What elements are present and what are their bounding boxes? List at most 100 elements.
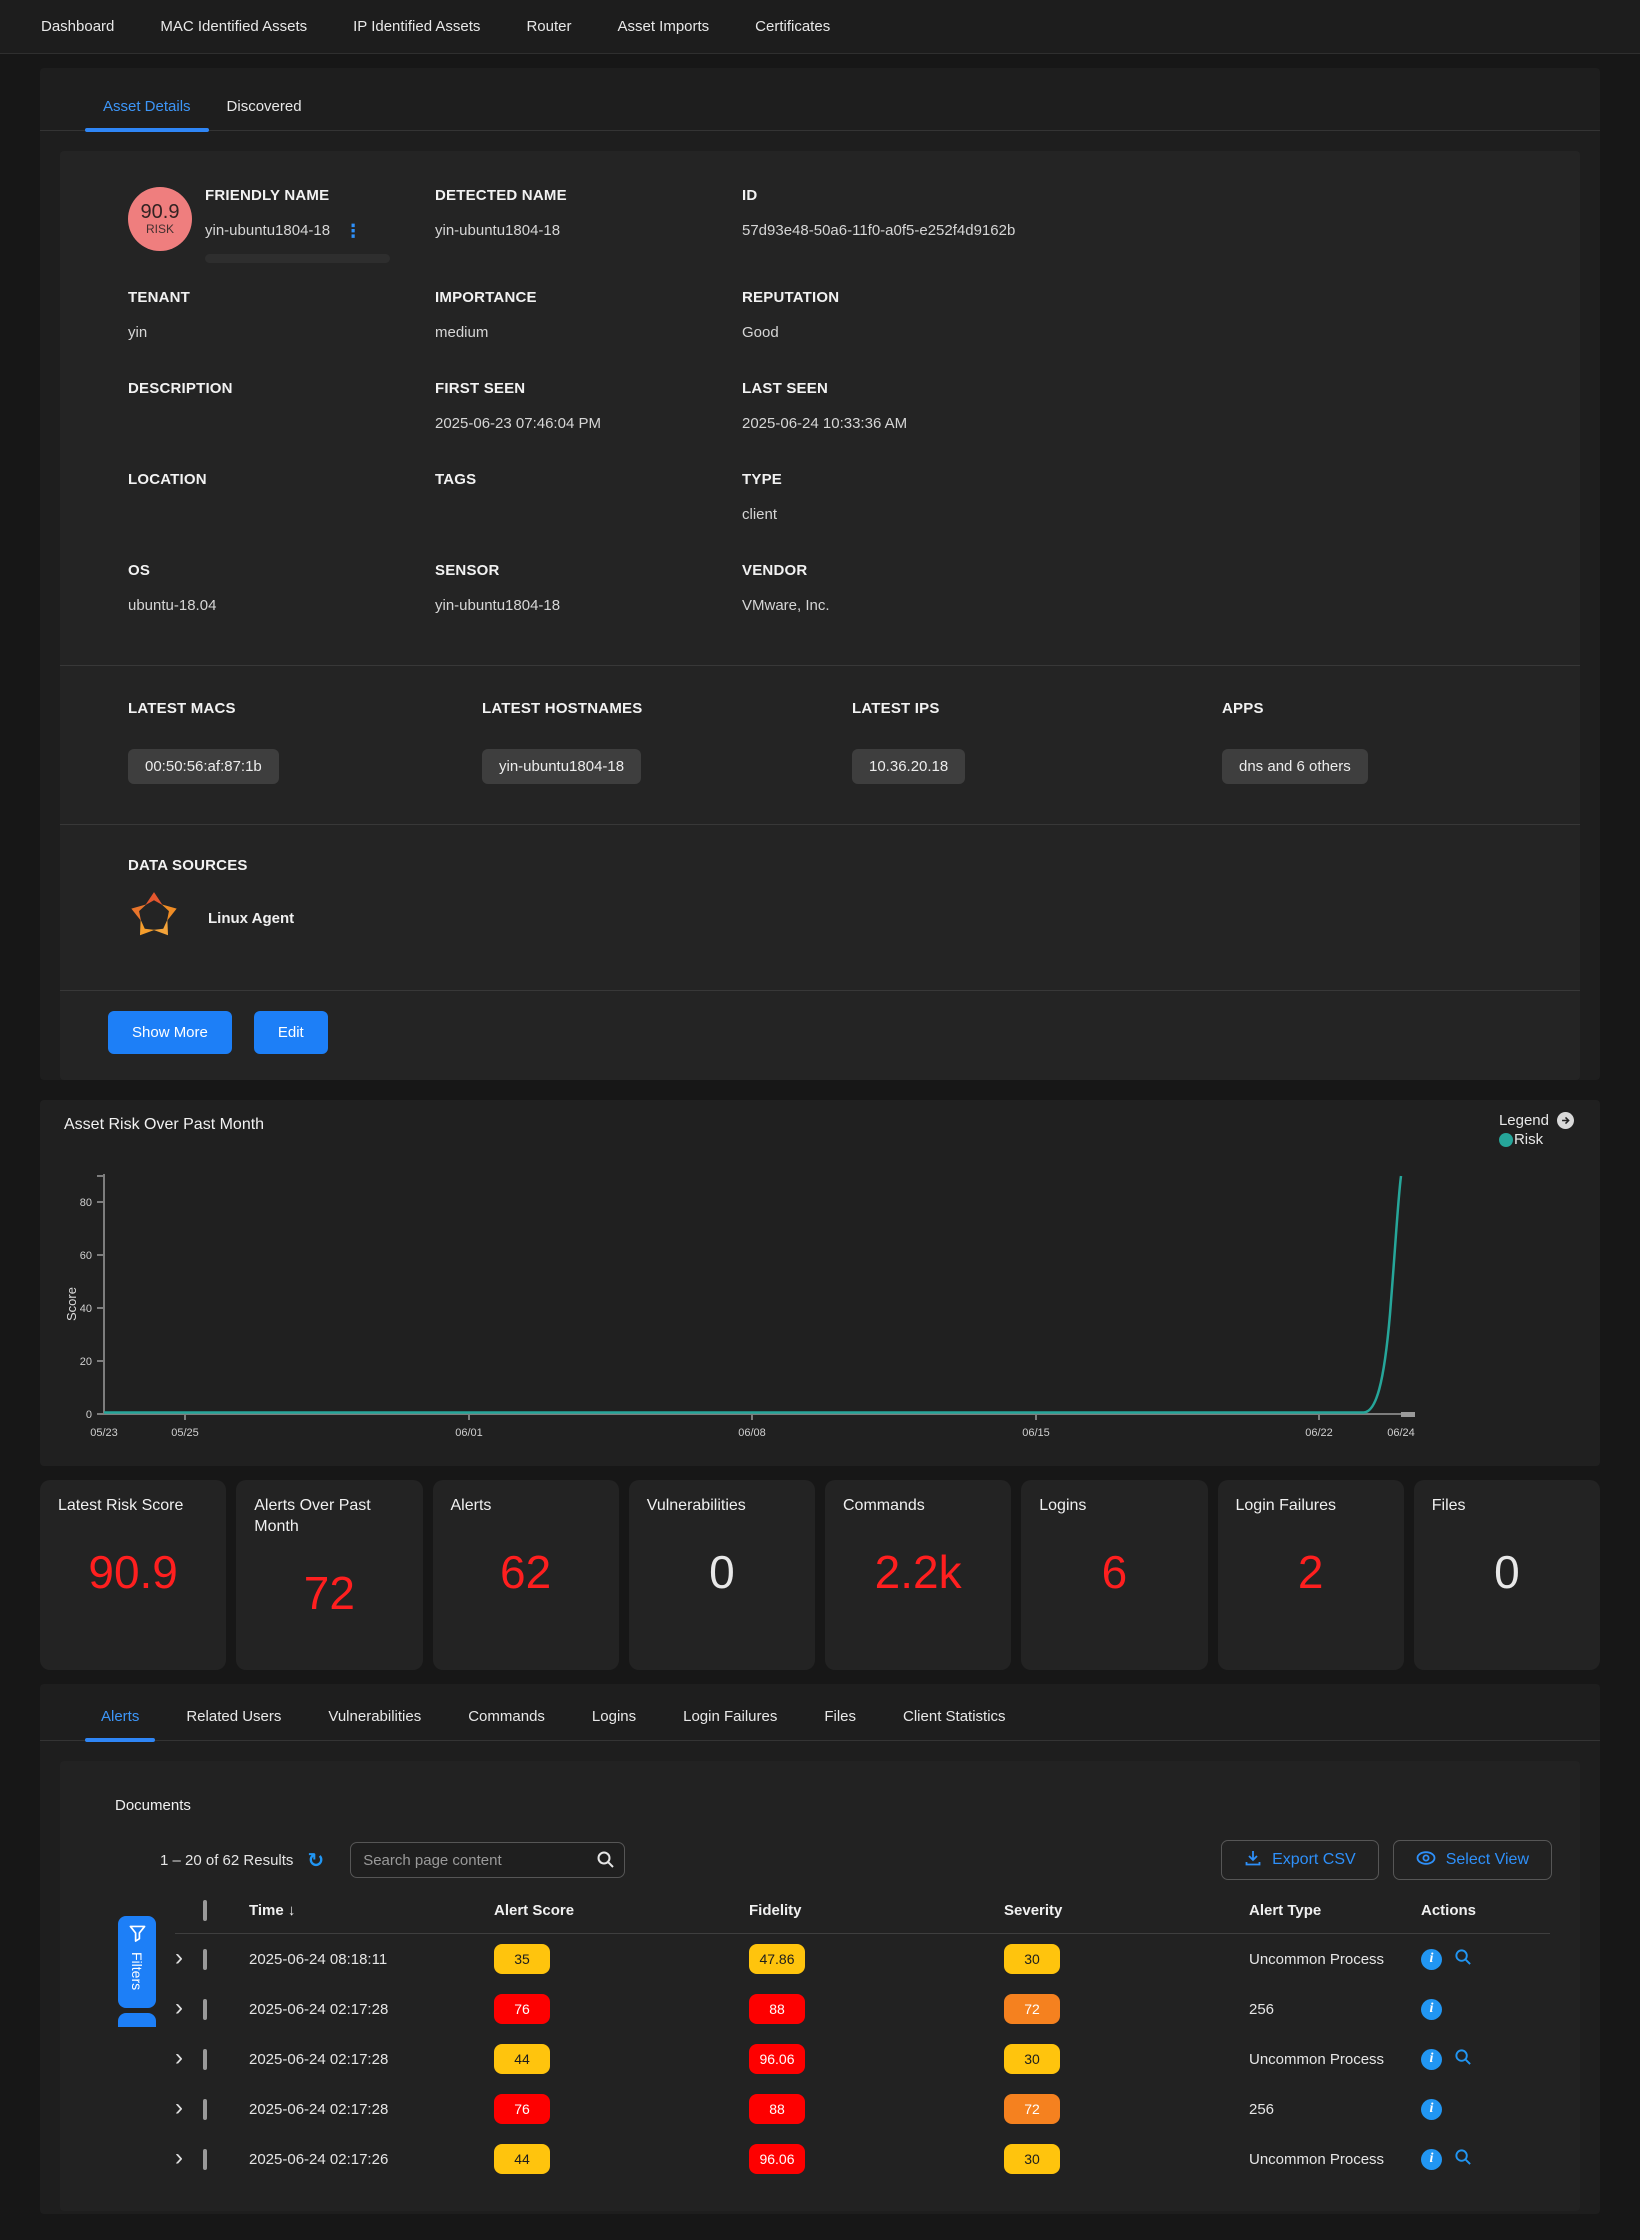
refresh-icon[interactable]: ↻ [307, 1849, 325, 1872]
kebab-menu-icon[interactable]: ⋮ [344, 221, 363, 241]
collapsed-rail-button[interactable] [118, 2013, 156, 2027]
tab-alerts[interactable]: Alerts [85, 1708, 156, 1742]
svg-text:06/22: 06/22 [1305, 1427, 1333, 1439]
documents-card: Documents 1 – 20 of 62 Results ↻ Export … [60, 1761, 1580, 2211]
edit-button[interactable]: Edit [253, 1011, 328, 1054]
col-alert-type[interactable]: Alert Type [1249, 1902, 1322, 1919]
nav-asset-imports[interactable]: Asset Imports [617, 18, 710, 35]
expand-row-icon[interactable]: › [175, 1944, 183, 1971]
alert-score-badge: 76 [494, 1994, 550, 2024]
col-actions: Actions [1421, 1902, 1477, 1919]
svg-text:20: 20 [80, 1356, 92, 1368]
tab-discovered[interactable]: Discovered [226, 98, 302, 115]
filters-button[interactable]: Filters [118, 1916, 156, 2008]
info-icon[interactable]: i [1421, 2048, 1442, 2070]
severity-badge: 72 [1004, 1994, 1060, 2024]
os-label: OS [128, 562, 151, 579]
tab-client-statistics[interactable]: Client Statistics [903, 1708, 1006, 1725]
nav-ip-identified-assets[interactable]: IP Identified Assets [353, 18, 481, 35]
tags-label: TAGS [435, 471, 477, 488]
legend-risk-item[interactable]: Risk [1498, 1131, 1574, 1148]
legend-collapse-icon[interactable] [1557, 1112, 1574, 1129]
fidelity-badge: 96.06 [749, 2144, 805, 2174]
table-row: › 2025-06-24 02:17:28 76 88 72 256 i [175, 1984, 1550, 2034]
apps-chip[interactable]: dns and 6 others [1222, 749, 1368, 784]
sensor-value: yin-ubuntu1804-18 [435, 597, 561, 614]
col-severity[interactable]: Severity [1004, 1902, 1063, 1919]
nav-certificates[interactable]: Certificates [755, 18, 831, 35]
expand-row-icon[interactable]: › [175, 2094, 183, 2121]
friendly-name-label: FRIENDLY NAME [205, 187, 330, 204]
col-fidelity[interactable]: Fidelity [749, 1902, 802, 1919]
expand-row-icon[interactable]: › [175, 2044, 183, 2071]
fidelity-badge: 96.06 [749, 2044, 805, 2074]
risk-label: RISK [145, 222, 174, 236]
severity-badge: 30 [1004, 1944, 1060, 1974]
svg-text:Score: Score [64, 1287, 79, 1321]
alert-score-badge: 35 [494, 1944, 550, 1974]
info-icon[interactable]: i [1421, 1948, 1442, 1970]
expand-row-icon[interactable]: › [175, 2144, 183, 2171]
tab-login-failures[interactable]: Login Failures [683, 1708, 778, 1725]
info-icon[interactable]: i [1421, 2098, 1442, 2120]
search-action-icon[interactable] [1454, 2148, 1472, 2170]
row-checkbox[interactable] [203, 1948, 207, 1970]
risk-series-dot [1498, 1132, 1513, 1147]
tab-asset-details[interactable]: Asset Details [85, 98, 209, 132]
show-more-button[interactable]: Show More [108, 1011, 232, 1054]
id-value: 57d93e48-50a6-11f0-a0f5-e252f4d9162b [742, 222, 1016, 239]
select-all-checkbox[interactable] [203, 1900, 207, 1921]
stat-alerts: Alerts 62 [432, 1480, 619, 1670]
tab-logins[interactable]: Logins [591, 1708, 637, 1725]
friendly-name-value: yin-ubuntu1804-18 [205, 222, 331, 239]
os-value: ubuntu-18.04 [128, 597, 217, 614]
fidelity-badge: 88 [749, 1994, 805, 2024]
nav-mac-identified-assets[interactable]: MAC Identified Assets [160, 18, 308, 35]
tenant-value: yin [128, 324, 148, 341]
tab-vulnerabilities[interactable]: Vulnerabilities [328, 1708, 422, 1725]
search-action-icon[interactable] [1454, 2048, 1472, 2070]
fidelity-badge: 88 [749, 2094, 805, 2124]
detail-tabs: Alerts Related Users Vulnerabilities Com… [40, 1684, 1600, 1742]
expand-row-icon[interactable]: › [175, 1994, 183, 2021]
alert-score-badge: 44 [494, 2144, 550, 2174]
latest-ip-chip[interactable]: 10.36.20.18 [852, 749, 966, 784]
last-seen-label: LAST SEEN [742, 380, 828, 397]
select-view-button[interactable]: Select View [1392, 1840, 1552, 1880]
tab-related-users[interactable]: Related Users [186, 1708, 282, 1725]
friendly-name-underline [205, 254, 390, 263]
data-sources-label: DATA SOURCES [128, 857, 248, 874]
importance-value: medium [435, 324, 489, 341]
type-label: TYPE [742, 471, 782, 488]
row-checkbox[interactable] [203, 1998, 207, 2020]
info-icon[interactable]: i [1421, 2148, 1442, 2170]
id-label: ID [742, 187, 758, 204]
latest-hostname-chip[interactable]: yin-ubuntu1804-18 [482, 749, 642, 784]
row-checkbox[interactable] [203, 2098, 207, 2120]
table-header: Time ↓ Alert Score Fidelity Severity Ale… [175, 1900, 1550, 1934]
col-alert-score[interactable]: Alert Score [494, 1902, 575, 1919]
detected-name-value: yin-ubuntu1804-18 [435, 222, 561, 239]
risk-line-chart: 80 60 40 20 0 Score 05/23 05/25 06/01 06… [64, 1174, 1415, 1439]
severity-badge: 30 [1004, 2044, 1060, 2074]
info-icon[interactable]: i [1421, 1998, 1442, 2020]
row-checkbox[interactable] [203, 2048, 207, 2070]
stat-vulnerabilities: Vulnerabilities 0 [628, 1480, 815, 1670]
search-input[interactable] [350, 1842, 626, 1878]
tab-files[interactable]: Files [824, 1708, 857, 1725]
nav-router[interactable]: Router [526, 18, 572, 35]
row-checkbox[interactable] [203, 2148, 207, 2170]
latest-macs-label: LATEST MACS [128, 700, 236, 717]
chart-title: Asset Risk Over Past Month [64, 1116, 265, 1133]
export-csv-button[interactable]: Export CSV [1221, 1840, 1379, 1880]
reputation-value: Good [742, 324, 779, 341]
risk-series-label: Risk [1513, 1131, 1544, 1148]
tab-commands[interactable]: Commands [468, 1708, 545, 1725]
first-seen-label: FIRST SEEN [435, 380, 526, 397]
asset-tabs: Asset Details Discovered [40, 68, 1600, 132]
search-action-icon[interactable] [1454, 1948, 1472, 1970]
col-time[interactable]: Time ↓ [249, 1902, 296, 1919]
latest-mac-chip[interactable]: 00:50:56:af:87:1b [128, 749, 279, 784]
stat-logins: Logins 6 [1021, 1480, 1208, 1670]
nav-dashboard[interactable]: Dashboard [41, 18, 115, 35]
